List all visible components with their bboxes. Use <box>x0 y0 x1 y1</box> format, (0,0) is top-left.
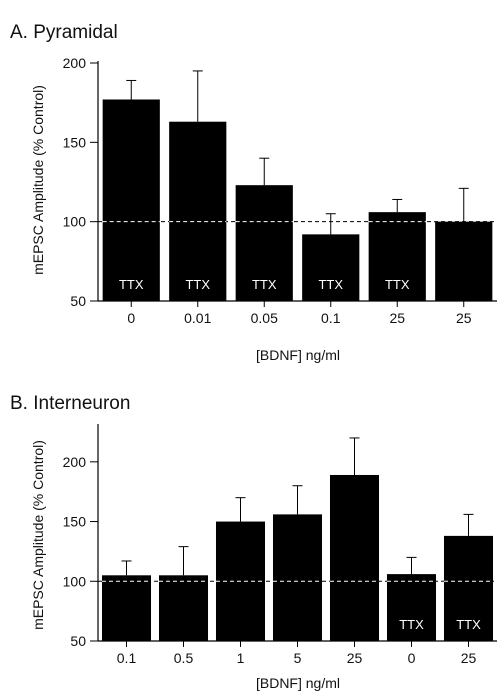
panel-b-interneuron: B. Interneuron mEPSC Amplitude (% Contro… <box>10 393 497 691</box>
panel-a-x-tick-label-2: 0.05 <box>251 310 278 326</box>
panel-a-bar-1 <box>169 121 227 301</box>
panel-b-x-tick-label-6: 25 <box>461 650 477 666</box>
panel-b-bar-6 <box>443 535 494 641</box>
panel-b-y-tick-label-1: 100 <box>63 573 87 589</box>
panel-b-x-tick-label-4: 25 <box>347 650 363 666</box>
panel-a-bar-0 <box>102 99 160 301</box>
panel-a-y-tick-label-1: 100 <box>63 214 87 230</box>
panel-b-bar-3 <box>272 514 323 641</box>
panel-a-x-axis-label: [BDNF] ng/ml <box>256 347 340 363</box>
panel-a-bar-label-0: TTX <box>119 277 144 292</box>
panel-b-x-tick-label-3: 5 <box>294 650 302 666</box>
panel-a-title: A. Pyramidal <box>10 22 118 43</box>
panel-b-bar-4 <box>329 474 380 641</box>
panel-b-x-tick-label-0: 0.1 <box>117 650 137 666</box>
panel-b-bar-1 <box>158 575 209 641</box>
panel-b-y-tick-label-2: 150 <box>63 514 87 530</box>
panel-b-x-tick-label-2: 1 <box>237 650 245 666</box>
panel-b-plot: 0.1 0.5 1 5 25 TTX 0 TTX 25 50 100 150 200 <box>63 424 497 666</box>
panel-a-bar-label-3: TTX <box>318 277 343 292</box>
panel-b-x-axis-label: [BDNF] ng/ml <box>256 675 340 691</box>
panel-b-bar-0 <box>101 575 152 641</box>
panel-b-title: B. Interneuron <box>10 393 130 414</box>
panel-b-bar-5 <box>386 574 437 641</box>
panel-b-bar-label-6: TTX <box>456 617 481 632</box>
panel-a-y-tick-label-0: 50 <box>70 293 86 309</box>
panel-b-y-axis-label: mEPSC Amplitude (% Control) <box>30 440 46 630</box>
panel-b-y-tick-label-0: 50 <box>70 633 86 649</box>
panel-a-bar-label-4: TTX <box>385 277 410 292</box>
panel-a-bar-3 <box>302 234 360 301</box>
panel-a-y-tick-label-2: 150 <box>63 134 87 150</box>
panel-b-x-tick-label-1: 0.5 <box>174 650 194 666</box>
panel-a-plot: TTX 0 TTX 0.01 TTX 0.05 TTX 0.1 TTX 25 25 50 100 150 2… <box>63 55 497 326</box>
panel-a-x-tick-label-4: 25 <box>389 310 405 326</box>
panel-a-pyramidal: A. Pyramidal mEPSC Amplitude (% Control)… <box>10 22 497 363</box>
panel-a-y-tick-label-3: 200 <box>63 55 87 71</box>
panel-a-y-axis-label: mEPSC Amplitude (% Control) <box>30 85 46 275</box>
panel-a-bar-5 <box>435 221 493 301</box>
panel-a-x-tick-label-0: 0 <box>127 310 135 326</box>
panel-a-bar-label-1: TTX <box>185 277 210 292</box>
panel-a-bar-2 <box>235 185 293 301</box>
panel-a-x-tick-label-3: 0.1 <box>321 310 341 326</box>
panel-a-x-tick-label-1: 0.01 <box>184 310 211 326</box>
panel-b-y-tick-label-3: 200 <box>63 454 87 470</box>
panel-a-bar-4 <box>368 212 426 301</box>
panel-a-bar-label-2: TTX <box>252 277 277 292</box>
panel-a-x-tick-label-5: 25 <box>456 310 472 326</box>
panel-b-x-tick-label-5: 0 <box>408 650 416 666</box>
panel-b-bar-label-5: TTX <box>399 617 424 632</box>
